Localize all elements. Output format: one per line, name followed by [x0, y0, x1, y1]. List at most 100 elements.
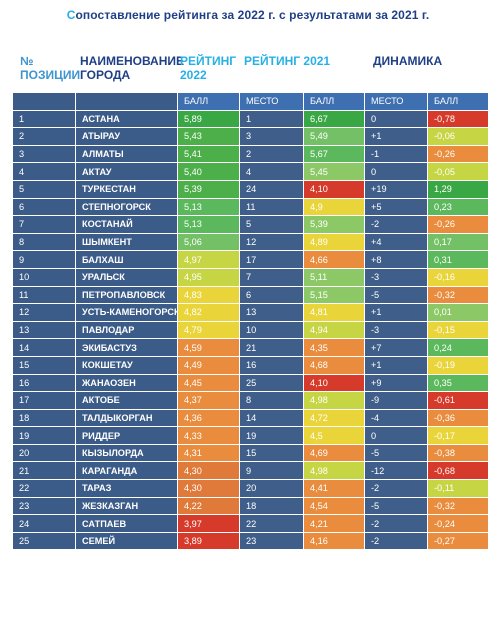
cell-place-dynamics: 0	[364, 109, 428, 129]
table-row: 16 Жанаозен 4,45 25 4,10 +9 0,35	[12, 373, 489, 393]
cell-score-2022: 5,41	[177, 144, 240, 164]
cell-position: 23	[12, 496, 76, 516]
cell-place-dynamics: -2	[364, 531, 428, 551]
cell-position: 4	[12, 162, 76, 181]
cell-position: 3	[12, 144, 76, 164]
cell-score-2021: 4,10	[303, 179, 365, 199]
cell-position: 8	[12, 232, 76, 252]
cell-position: 21	[12, 461, 76, 481]
cell-place-dynamics: 0	[364, 426, 428, 445]
cell-score-dynamics: -0,26	[427, 215, 489, 234]
cell-score-dynamics: -0,05	[427, 162, 489, 181]
title-first-letter: С	[66, 8, 76, 22]
cell-score-dynamics: 0,24	[427, 338, 489, 357]
header-city-line1: Наименование	[80, 54, 184, 68]
cell-place-dynamics: +8	[364, 250, 428, 269]
header-r22-line1: Рейтинг	[180, 54, 237, 68]
cell-position: 5	[12, 179, 76, 199]
cell-score-2022: 4,33	[177, 426, 240, 445]
cell-city-name: Жезказган	[75, 496, 178, 516]
cell-city-name: Семей	[75, 531, 178, 551]
cell-city-name: Сатпаев	[75, 514, 178, 533]
cell-place-2021: 10	[239, 320, 304, 340]
table-row: 21 Караганда 4,30 9 4,98 -12 -0,68	[12, 461, 489, 481]
cell-place-dynamics: -2	[364, 514, 428, 533]
cell-place-2021: 9	[239, 461, 304, 481]
cell-place-dynamics: +1	[364, 303, 428, 322]
cell-city-name: Алматы	[75, 144, 178, 164]
cell-score-2021: 4,98	[303, 391, 365, 410]
cell-score-dynamics: -0,78	[427, 109, 489, 129]
cell-position: 16	[12, 373, 76, 393]
table-row: 3 Алматы 5,41 2 5,67 -1 -0,26	[12, 144, 489, 164]
cell-city-name: Шымкент	[75, 232, 178, 252]
cell-score-2021: 5,11	[303, 267, 365, 287]
cell-score-dynamics: -0,36	[427, 408, 489, 428]
cell-score-2021: 6,67	[303, 109, 365, 129]
cell-place-2021: 25	[239, 373, 304, 393]
cell-position: 20	[12, 443, 76, 463]
table-row: 10 Уральск 4,95 7 5,11 -3 -0,16	[12, 267, 489, 287]
cell-city-name: Кокшетау	[75, 355, 178, 375]
cell-place-2021: 5	[239, 215, 304, 234]
cell-score-2022: 3,97	[177, 514, 240, 533]
table-row: 8 Шымкент 5,06 12 4,89 +4 0,17	[12, 232, 489, 252]
cell-score-dynamics: -0,27	[427, 531, 489, 551]
cell-city-name: Павлодар	[75, 320, 178, 340]
table-row: 24 Сатпаев 3,97 22 4,21 -2 -0,24	[12, 514, 489, 533]
cell-city-name: Балхаш	[75, 250, 178, 269]
cell-position: 6	[12, 197, 76, 217]
table-row: 22 Тараз 4,30 20 4,41 -2 -0,11	[12, 479, 489, 498]
cell-position: 25	[12, 531, 76, 551]
cell-place-2021: 21	[239, 338, 304, 357]
table-row: 5 Туркестан 5,39 24 4,10 +19 1,29	[12, 179, 489, 199]
cell-score-dynamics: -0,26	[427, 144, 489, 164]
cell-score-2022: 5,39	[177, 179, 240, 199]
cell-city-name: Экибастуз	[75, 338, 178, 357]
header-r22-line2: 2022	[180, 68, 207, 82]
header-position-line2: позиции	[20, 68, 81, 82]
cell-place-2021: 17	[239, 250, 304, 269]
header-city-name: Наименование города	[80, 54, 184, 82]
cell-position: 18	[12, 408, 76, 428]
cell-place-dynamics: +7	[364, 338, 428, 357]
cell-score-2022: 4,30	[177, 461, 240, 481]
cell-position: 19	[12, 426, 76, 445]
subheader-score-2022: Балл	[177, 92, 240, 111]
cell-city-name: Уральск	[75, 267, 178, 287]
cell-score-2022: 4,97	[177, 250, 240, 269]
table-row: 1 Астана 5,89 1 6,67 0 -0,78	[12, 109, 489, 129]
cell-place-dynamics: -2	[364, 215, 428, 234]
cell-score-2021: 4,16	[303, 531, 365, 551]
cell-place-2021: 14	[239, 408, 304, 428]
cell-score-2022: 4,83	[177, 285, 240, 305]
cell-place-dynamics: +9	[364, 373, 428, 393]
cell-score-2021: 4,68	[303, 355, 365, 375]
cell-place-dynamics: +1	[364, 355, 428, 375]
cell-score-2022: 5,13	[177, 197, 240, 217]
cell-place-2021: 3	[239, 127, 304, 146]
cell-score-dynamics: 0,17	[427, 232, 489, 252]
cell-place-dynamics: -3	[364, 320, 428, 340]
cell-score-2021: 4,10	[303, 373, 365, 393]
cell-position: 7	[12, 215, 76, 234]
cell-place-2021: 1	[239, 109, 304, 129]
cell-place-2021: 4	[239, 162, 304, 181]
cell-score-dynamics: -0,68	[427, 461, 489, 481]
cell-score-2021: 4,5	[303, 426, 365, 445]
cell-place-2021: 20	[239, 479, 304, 498]
cell-score-dynamics: 0,01	[427, 303, 489, 322]
cell-city-name: Атырау	[75, 127, 178, 146]
cell-score-dynamics: -0,24	[427, 514, 489, 533]
table-row: 25 Семей 3,89 23 4,16 -2 -0,27	[12, 531, 489, 551]
cell-city-name: Петропавловск	[75, 285, 178, 305]
cell-score-dynamics: 1,29	[427, 179, 489, 199]
cell-score-dynamics: -0,19	[427, 355, 489, 375]
cell-score-2022: 4,36	[177, 408, 240, 428]
cell-position: 22	[12, 479, 76, 498]
cell-score-2021: 4,72	[303, 408, 365, 428]
table-row: 2 Атырау 5,43 3 5,49 +1 -0,06	[12, 127, 489, 146]
cell-city-name: Кызылорда	[75, 443, 178, 463]
cell-place-2021: 15	[239, 443, 304, 463]
cell-score-dynamics: -0,16	[427, 267, 489, 287]
